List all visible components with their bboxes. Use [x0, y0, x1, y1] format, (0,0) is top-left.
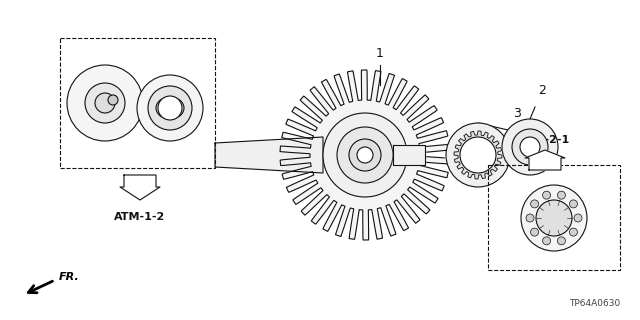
- Bar: [60, 38, 215, 168]
- Circle shape: [349, 139, 381, 171]
- Polygon shape: [280, 70, 450, 240]
- Circle shape: [574, 214, 582, 222]
- Ellipse shape: [156, 97, 184, 119]
- Circle shape: [67, 65, 143, 141]
- Circle shape: [446, 123, 510, 187]
- Polygon shape: [393, 145, 425, 165]
- Circle shape: [526, 214, 534, 222]
- Text: FR.: FR.: [59, 272, 80, 282]
- Circle shape: [502, 119, 558, 175]
- Circle shape: [137, 75, 203, 141]
- Circle shape: [570, 228, 577, 236]
- Text: 3: 3: [513, 107, 521, 120]
- Circle shape: [531, 228, 539, 236]
- Circle shape: [520, 137, 540, 157]
- Text: 1: 1: [376, 47, 384, 60]
- Circle shape: [570, 200, 577, 208]
- Circle shape: [512, 129, 548, 165]
- Circle shape: [95, 93, 115, 113]
- Bar: [488, 165, 620, 270]
- Text: 2: 2: [538, 84, 546, 97]
- Circle shape: [460, 137, 496, 173]
- Circle shape: [557, 191, 565, 199]
- Polygon shape: [525, 150, 565, 170]
- Text: ATM-1-2: ATM-1-2: [115, 212, 166, 222]
- Circle shape: [357, 147, 373, 163]
- Text: TP64A0630: TP64A0630: [569, 299, 620, 308]
- Circle shape: [108, 95, 118, 105]
- Circle shape: [158, 96, 182, 120]
- Circle shape: [521, 185, 587, 251]
- Circle shape: [323, 113, 407, 197]
- Polygon shape: [454, 131, 502, 179]
- Polygon shape: [120, 175, 160, 200]
- Circle shape: [85, 83, 125, 123]
- Polygon shape: [215, 137, 323, 173]
- Circle shape: [148, 86, 192, 130]
- Circle shape: [337, 127, 393, 183]
- Circle shape: [543, 191, 550, 199]
- Circle shape: [543, 237, 550, 245]
- Circle shape: [557, 237, 565, 245]
- Circle shape: [531, 200, 539, 208]
- Text: ATM-2-1: ATM-2-1: [520, 135, 571, 145]
- Circle shape: [536, 200, 572, 236]
